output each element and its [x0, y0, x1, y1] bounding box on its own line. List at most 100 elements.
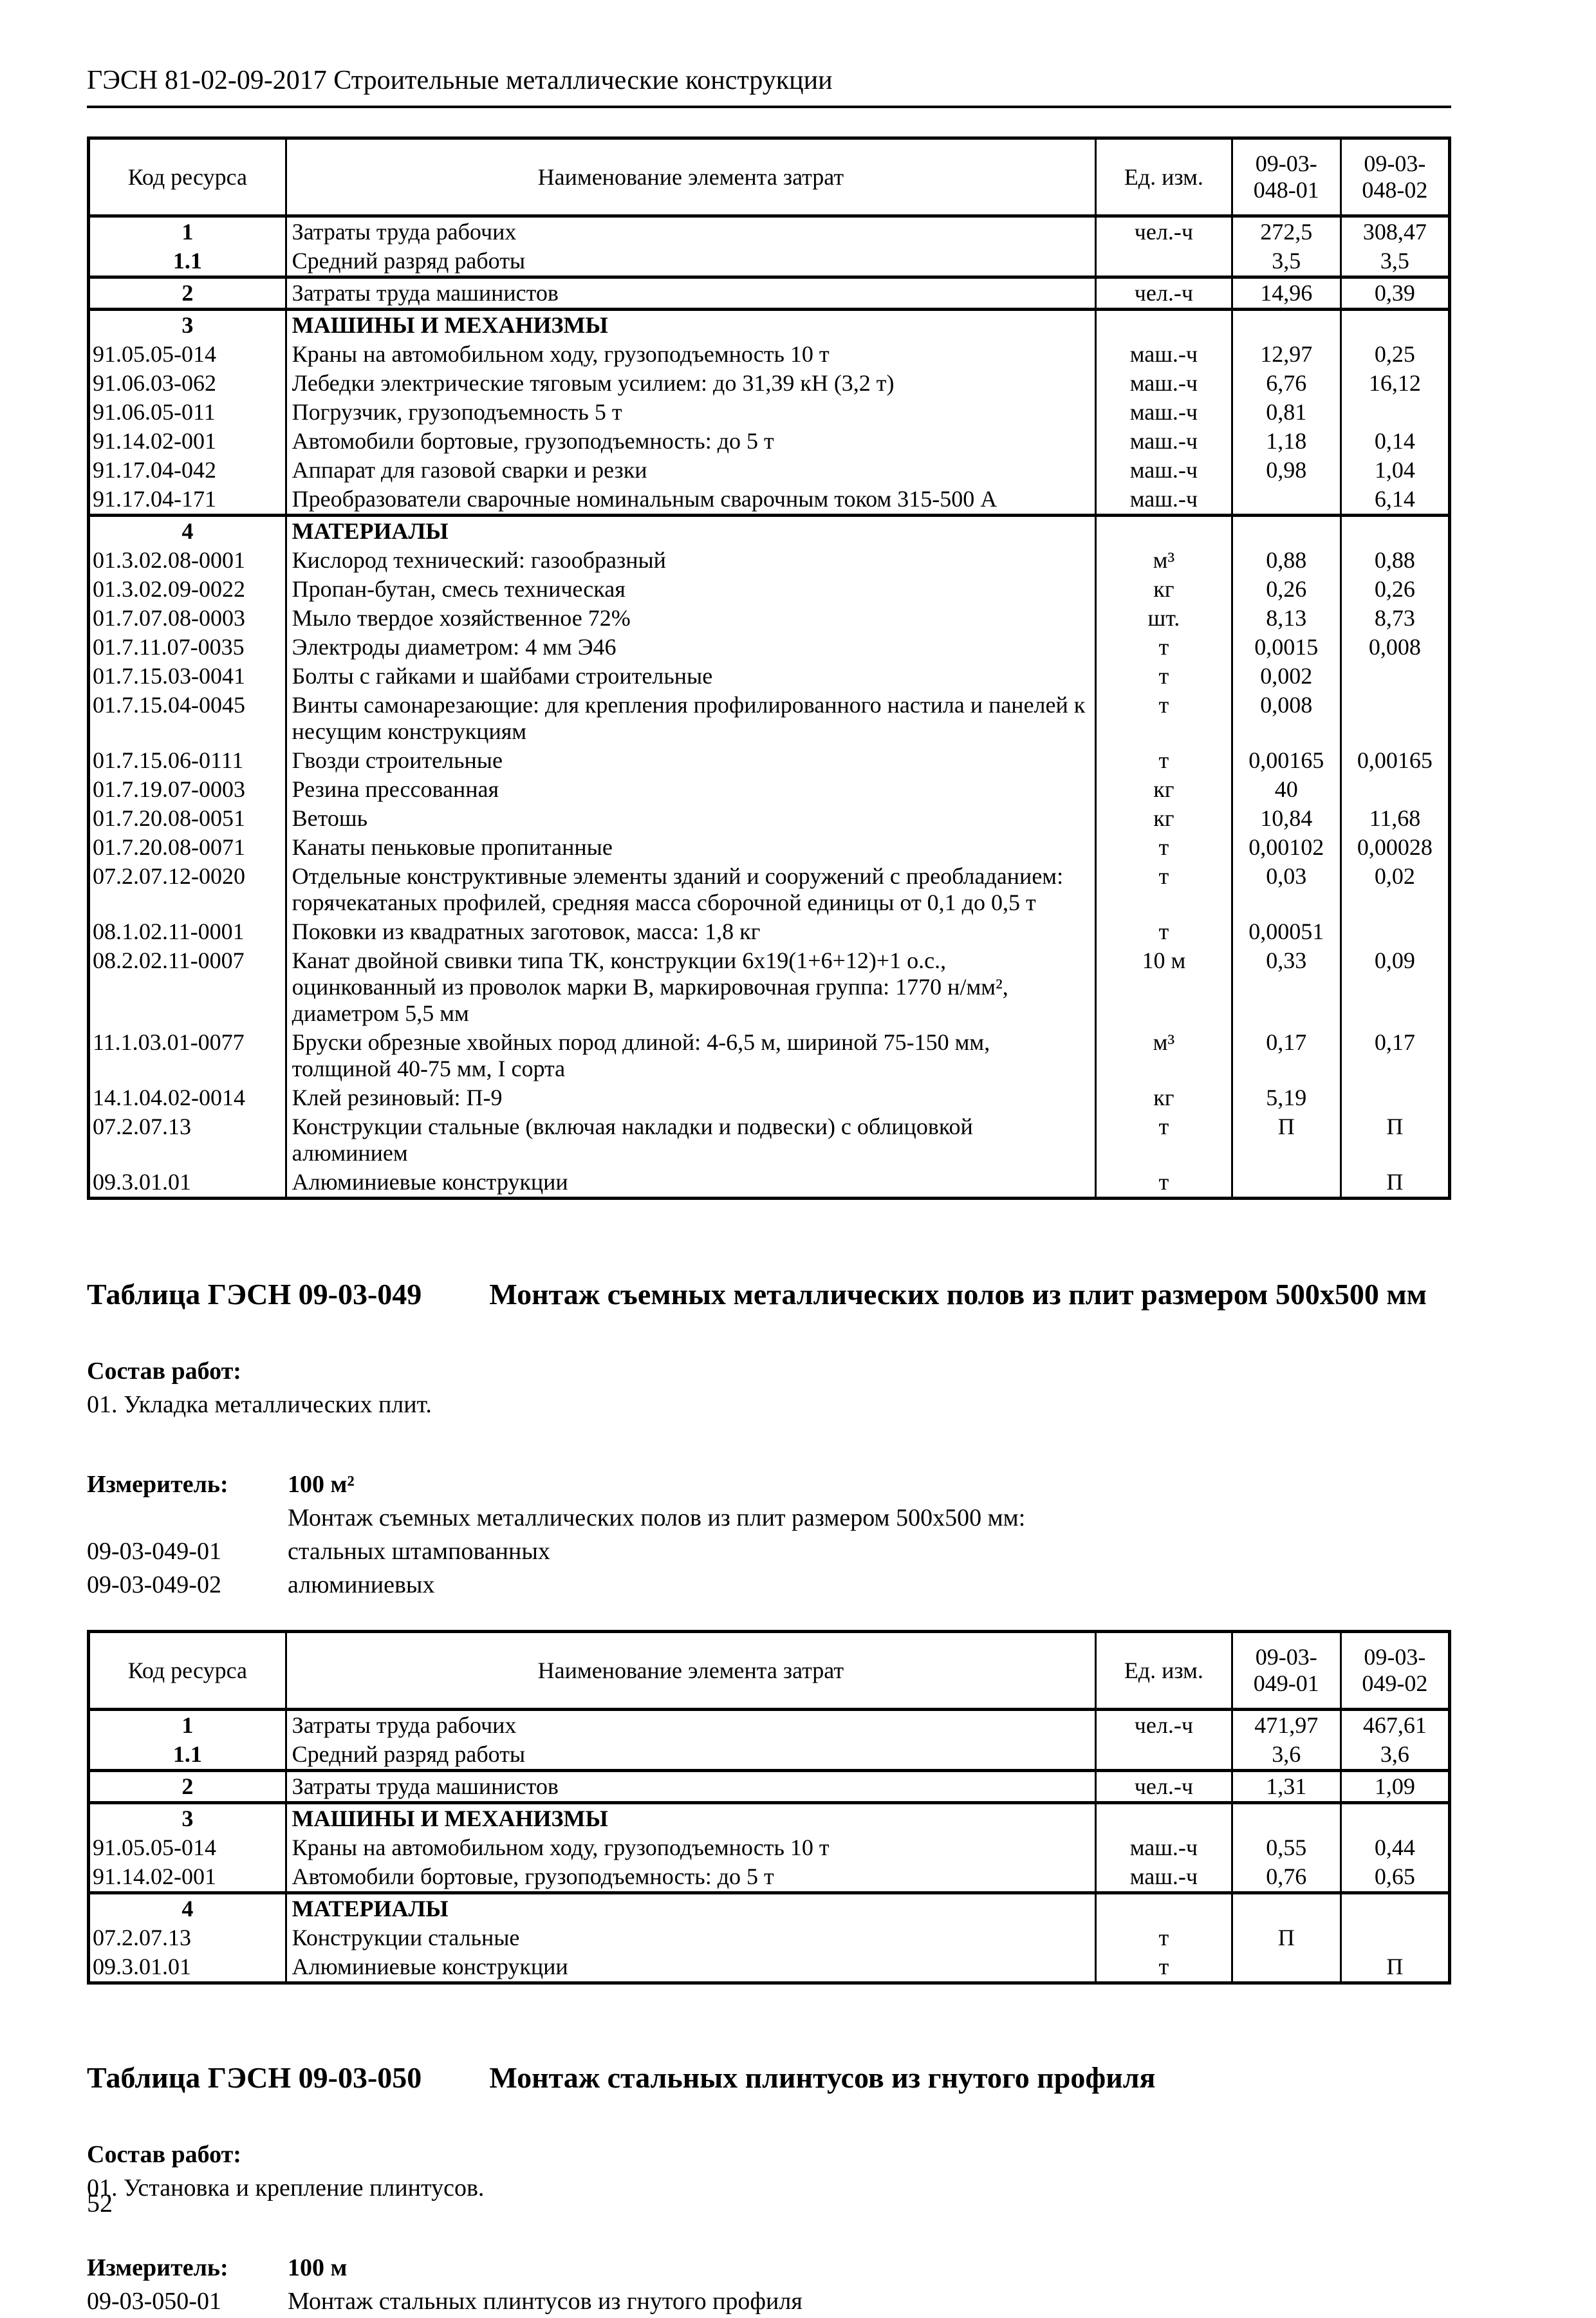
cell-code: 4 — [181, 1896, 194, 1921]
cell-code: 14.1.04.02-0014 — [93, 1085, 245, 1110]
variant-name: стальных штампованных — [288, 1538, 550, 1565]
cell-v1: 1,18 — [1230, 427, 1341, 456]
cell-name: МАТЕРИАЛЫ — [284, 515, 1096, 546]
cell-v2: 1,04 — [1339, 456, 1450, 485]
cell-code: 2 — [181, 280, 194, 306]
cell-code: 3 — [181, 1806, 194, 1831]
cell-unit: шт. — [1095, 604, 1232, 633]
cell-v2: 308,47 — [1339, 216, 1450, 247]
table-row: 1 Затраты труда рабочих чел.-ч 272,5 308,47 — [89, 216, 1450, 247]
cell-v1: 0,98 — [1230, 456, 1341, 485]
table-row: 4 МАТЕРИАЛЫ — [89, 1893, 1450, 1923]
cell-v2: 0,09 — [1339, 946, 1450, 1028]
cell-unit: чел.-ч — [1095, 277, 1232, 310]
cell-unit — [1095, 247, 1232, 277]
cell-v1: 1,31 — [1230, 1770, 1341, 1803]
table-row: 01.3.02.09-0022 Пропан-бутан, смесь техни… — [89, 575, 1450, 604]
cell-unit: т — [1095, 1112, 1232, 1168]
table-row: 01.7.15.06-0111 Гвозди строительные т 0,001… — [89, 746, 1450, 775]
cell-v2 — [1339, 662, 1450, 691]
variant-name: алюминиевых — [288, 1571, 435, 1598]
cell-unit: маш.-ч — [1095, 456, 1232, 485]
cell-unit: чел.-ч — [1095, 216, 1232, 247]
cell-name: МАШИНЫ И МЕХАНИЗМЫ — [284, 309, 1096, 340]
cell-unit: чел.-ч — [1095, 1709, 1232, 1740]
cell-code: 91.17.04-171 — [93, 486, 216, 512]
cell-v1 — [1230, 485, 1341, 516]
cell-unit: м³ — [1095, 1028, 1232, 1083]
variant-row: 09-03-049-02 алюминиевых — [87, 1568, 1451, 1602]
cell-v2: 8,73 — [1339, 604, 1450, 633]
table-row: 08.2.02.11-0007 Канат двойной свивки типа… — [89, 946, 1450, 1028]
cell-unit — [1095, 1802, 1232, 1833]
cell-v2: 16,12 — [1339, 369, 1450, 398]
cell-v2: 3,6 — [1339, 1740, 1450, 1771]
cell-name: Канаты пеньковые пропитанные — [284, 833, 1096, 862]
cell-name: Бруски обрезные хвойных пород длиной: 4-… — [284, 1028, 1096, 1083]
cell-unit: т — [1095, 746, 1232, 775]
column-header: Наименование элемента затрат — [284, 138, 1096, 218]
cell-code: 01.7.15.06-0111 — [93, 747, 244, 773]
cell-name: Клей резиновый: П-9 — [284, 1083, 1096, 1112]
cell-v2: 0,008 — [1339, 633, 1450, 662]
cell-v1: 5,19 — [1230, 1083, 1341, 1112]
table-section: 3 МАШИНЫ И МЕХАНИЗМЫ 91.05.05-014 Краны на … — [88, 1802, 1450, 1893]
table-row: 07.2.07.13 Конструкции стальные т П — [89, 1923, 1450, 1952]
composition-item: 01. Укладка металлических плит. — [87, 1391, 432, 1418]
cell-code: 01.7.20.08-0071 — [93, 834, 245, 860]
cell-code: 01.3.02.09-0022 — [93, 576, 245, 602]
table-row: 1.1 Средний разряд работы 3,6 3,6 — [89, 1740, 1450, 1771]
spacer — [87, 1501, 288, 1535]
cell-name: МАШИНЫ И МЕХАНИЗМЫ — [284, 1802, 1096, 1833]
cell-v1: П — [1230, 1923, 1341, 1952]
cell-v1: 3,5 — [1230, 247, 1341, 277]
cell-v1: 0,00102 — [1230, 833, 1341, 862]
cell-v2: 1,09 — [1339, 1770, 1450, 1803]
cell-code: 91.06.05-011 — [93, 399, 216, 425]
cell-code: 91.14.02-001 — [93, 1864, 216, 1889]
cell-code: 01.7.20.08-0051 — [93, 805, 245, 831]
cell-v1: 14,96 — [1230, 277, 1341, 310]
table-049-title: Таблица ГЭСН 09-03-049 Монтаж съемных ме… — [87, 1277, 1451, 1312]
variant-name: Монтаж стальных плинтусов из гнутого про… — [288, 2288, 803, 2315]
table-row: 91.05.05-014 Краны на автомобильном ходу,… — [89, 1833, 1450, 1862]
cell-v2: 0,44 — [1339, 1833, 1450, 1862]
table-row: 08.1.02.11-0001 Поковки из квадратных заг… — [89, 917, 1450, 946]
table-section: 2 Затраты труда машинистов чел.-ч 1,31 1,09 — [88, 1770, 1450, 1803]
cell-name: Автомобили бортовые, грузоподъемность: д… — [284, 427, 1096, 456]
cell-v2: П — [1339, 1168, 1450, 1199]
cell-unit: т — [1095, 633, 1232, 662]
cell-name: Затраты труда рабочих — [284, 216, 1096, 247]
cell-name: Автомобили бортовые, грузоподъемность: д… — [284, 1862, 1096, 1893]
table-row: 01.7.15.04-0045 Винты самонарезающие: для… — [89, 691, 1450, 746]
table-row: 3 МАШИНЫ И МЕХАНИЗМЫ — [89, 309, 1450, 340]
cell-unit: маш.-ч — [1095, 340, 1232, 369]
cell-v2: 0,26 — [1339, 575, 1450, 604]
cell-code: 09.3.01.01 — [93, 1169, 191, 1195]
cell-v1: 0,008 — [1230, 691, 1341, 746]
cell-v2: 0,17 — [1339, 1028, 1450, 1083]
cell-code: 01.3.02.08-0001 — [93, 547, 245, 573]
cell-name: МАТЕРИАЛЫ — [284, 1893, 1096, 1923]
variant-row: 09-03-050-01 Монтаж стальных плинтусов и… — [87, 2285, 1451, 2318]
cell-unit: т — [1095, 691, 1232, 746]
column-header: Код ресурса — [88, 138, 286, 218]
column-header: 09-03- 048-02 — [1339, 138, 1450, 218]
cell-name: Средний разряд работы — [284, 1740, 1096, 1771]
cell-name: Краны на автомобильном ходу, грузоподъем… — [284, 1833, 1096, 1862]
cell-name: Отдельные конструктивные элементы зданий… — [284, 862, 1096, 917]
section-049-measure: Измеритель: 100 м² Монтаж съемных металл… — [87, 1468, 1451, 1602]
cell-name: Болты с гайками и шайбами строительные — [284, 662, 1096, 691]
cell-unit: маш.-ч — [1095, 427, 1232, 456]
table-row: 11.1.03.01-0077 Бруски обрезные хвойных п… — [89, 1028, 1450, 1083]
measure-row: Измеритель: 100 м — [87, 2251, 1451, 2285]
cell-v1 — [1230, 1168, 1341, 1199]
column-header: Ед. изм. — [1095, 1631, 1232, 1711]
document-title: ГЭСН 81-02-09-2017 Строительные металлич… — [87, 64, 1451, 108]
cell-v1: 0,00165 — [1230, 746, 1341, 775]
cell-name: Электроды диаметром: 4 мм Э46 — [284, 633, 1096, 662]
cell-name: Краны на автомобильном ходу, грузоподъем… — [284, 340, 1096, 369]
cell-v2 — [1339, 775, 1450, 804]
table-row: 01.7.19.07-0003 Резина прессованная кг 40 — [89, 775, 1450, 804]
cell-code: 09.3.01.01 — [93, 1954, 191, 1979]
